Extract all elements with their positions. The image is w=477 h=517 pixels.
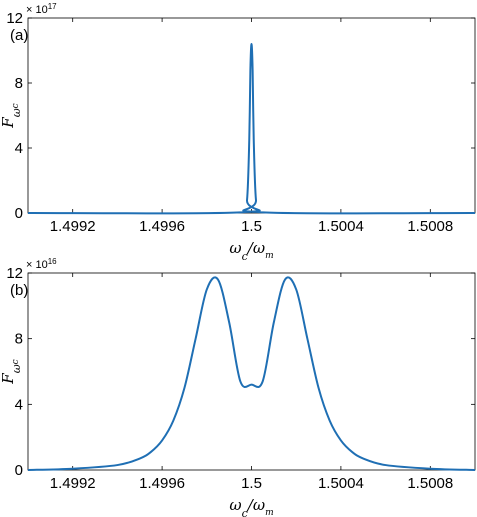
panel-b-xlabel-rest-1: /ω bbox=[246, 496, 265, 514]
panel-a-ylabel-sub-1: ω bbox=[10, 108, 23, 117]
panel-b-ytick-label-1: 4 bbox=[15, 396, 23, 413]
panel-b-ylabel: Fωc bbox=[0, 359, 23, 384]
panel-a-ylabel-sub-2: c bbox=[11, 103, 21, 108]
panel-b-ytick-label-0: 0 bbox=[15, 462, 23, 479]
panel-a-y-exponent-power: 17 bbox=[48, 2, 57, 11]
panel-b-xlabel-sub-2: m bbox=[265, 508, 274, 517]
panel-a-xtick-label-4: 1.5008 bbox=[407, 218, 453, 235]
panel-a-xlabel: ωc/ωm bbox=[229, 239, 273, 263]
panel-a-ytick-label-1: 4 bbox=[15, 140, 23, 157]
panel-a: 1.4992 1.4996 1.5 1.5004 1.5008 0 4 8 12 × 1017 (a… bbox=[0, 2, 476, 263]
panel-b-ylabel-text: Fωc bbox=[0, 359, 23, 384]
panel-b-ylabel-sub-1: ω bbox=[10, 364, 23, 373]
panel-a-xtick-label-3: 1.5004 bbox=[318, 218, 364, 235]
panel-b-xtick-label-1: 1.4996 bbox=[139, 475, 185, 492]
panel-b-xtick-label-0: 1.4992 bbox=[50, 475, 96, 492]
panel-a-xlabel-rest-1: /ω bbox=[246, 239, 265, 257]
panel-a-y-exponent-base: × 10 bbox=[26, 4, 48, 16]
panel-b-ylabel-main: F bbox=[0, 373, 17, 385]
panel-a-series-line-0 bbox=[27, 43, 476, 215]
panel-a-ylabel-text: Fωc bbox=[0, 103, 23, 128]
panel-a-xtick-label-0: 1.4992 bbox=[50, 218, 96, 235]
panel-b-xlabel-sub-1: c bbox=[242, 507, 248, 517]
panel-a-ytick-label-0: 0 bbox=[15, 205, 23, 222]
panel-b-ylabel-sub-2: c bbox=[11, 359, 21, 364]
panel-b-xtick-label-2: 1.5 bbox=[241, 475, 262, 492]
panel-a-xlabel-text: ωc/ωm bbox=[229, 239, 273, 263]
panel-b-xlabel-text: ωc/ωm bbox=[229, 496, 273, 517]
panel-b-series-line-0 bbox=[27, 276, 476, 471]
panel-a-xlabel-sub-1: c bbox=[242, 250, 248, 263]
panel-b-y-exponent-base: × 10 bbox=[26, 259, 48, 271]
panel-b-ytick-label-3: 12 bbox=[6, 265, 23, 282]
panel-a-ylabel-main: F bbox=[0, 117, 17, 129]
panel-b: 1.4992 1.4996 1.5 1.5004 1.5008 0 4 8 12 × 1016 (b… bbox=[0, 257, 476, 517]
panel-b-axes-box bbox=[27, 272, 476, 471]
panel-a-xlabel-sub-2: m bbox=[265, 251, 274, 261]
panel-b-ytick-label-2: 8 bbox=[15, 331, 23, 348]
panel-b-xtick-label-3: 1.5004 bbox=[318, 475, 364, 492]
panel-a-xtick-label-2: 1.5 bbox=[241, 218, 262, 235]
panel-b-label: (b) bbox=[10, 282, 28, 299]
panel-a-ylabel: Fωc bbox=[0, 103, 23, 128]
panel-a-ytick-label-3: 12 bbox=[6, 10, 23, 27]
panel-a-label: (a) bbox=[10, 27, 28, 44]
panel-b-xlabel: ωc/ωm bbox=[229, 496, 273, 517]
panel-a-ytick-label-2: 8 bbox=[15, 75, 23, 92]
panel-a-xlabel-main: ω bbox=[229, 239, 241, 257]
panel-a-y-exponent: × 1017 bbox=[26, 2, 57, 16]
panel-b-y-exponent-power: 16 bbox=[48, 257, 57, 266]
panel-a-xtick-label-1: 1.4996 bbox=[139, 218, 185, 235]
panel-b-xlabel-main: ω bbox=[229, 496, 241, 514]
panel-b-y-exponent: × 1016 bbox=[26, 257, 57, 271]
panel-b-xtick-label-4: 1.5008 bbox=[407, 475, 453, 492]
